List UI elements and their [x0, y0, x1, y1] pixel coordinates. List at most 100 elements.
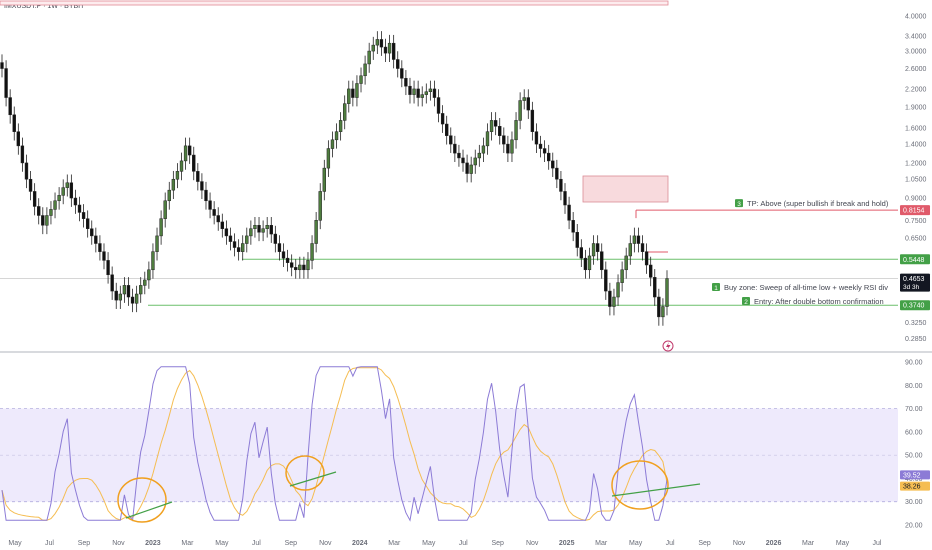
candle-body	[489, 120, 494, 132]
tp-price-tag-bg	[900, 205, 930, 216]
candle-body	[359, 75, 363, 84]
entry-price-tag-bg	[900, 300, 930, 311]
candle-body	[183, 145, 188, 162]
price-tick-label: 2.2000	[905, 86, 927, 93]
rsi-value-tag-bg	[900, 470, 930, 480]
candle-body	[563, 191, 567, 206]
candle-body	[314, 220, 318, 244]
price-tick-label: 0.7500	[905, 218, 927, 225]
tp-annotation-text: TP: Above (super bullish if break and ho…	[747, 199, 889, 208]
candle-body	[608, 290, 612, 307]
time-tick-label: 2026	[766, 540, 782, 547]
candle-body	[253, 225, 257, 229]
candle-body	[53, 200, 57, 210]
price-tick-label: 2.6000	[905, 66, 927, 73]
buy-annotation-text: Buy zone: Sweep of all-time low + weekly…	[724, 283, 888, 292]
candle-body	[232, 241, 237, 248]
divergence-ellipse	[117, 477, 167, 523]
candle-body	[200, 181, 204, 191]
time-tick-label: May	[836, 540, 850, 547]
candle-body	[485, 131, 490, 147]
time-tick-label: Sep	[78, 540, 91, 547]
rsi-tick-label: 20.00	[905, 523, 923, 530]
candle-body	[261, 228, 265, 233]
candle-body	[408, 85, 412, 95]
candle-body	[469, 164, 473, 174]
candle-body	[595, 243, 600, 252]
candle-body	[636, 235, 641, 244]
candle-body	[220, 221, 224, 229]
candle-body	[318, 191, 322, 221]
entry-annotation-text: Entry: After double bottom confirmation	[754, 297, 884, 306]
candle-body	[143, 279, 147, 286]
candle-body	[228, 235, 233, 242]
price-tick-label: 1.0500	[905, 177, 927, 184]
candle-body	[473, 157, 477, 166]
candle-body	[538, 143, 543, 149]
candle-body	[547, 152, 551, 162]
candle-body	[106, 260, 110, 276]
candle-body	[591, 243, 596, 257]
candle-body	[363, 63, 367, 77]
time-tick-label: Mar	[181, 540, 194, 547]
candle-body	[506, 143, 510, 154]
symbol-title: IMXUSDT.P · 1W · BYBIT	[4, 3, 85, 10]
rsi-ma-tag: 38.26	[903, 484, 921, 491]
time-tick-label: May	[8, 540, 22, 547]
candle-body	[224, 228, 229, 237]
time-tick-label: Sep	[698, 540, 711, 547]
rsi-trendline	[289, 471, 337, 487]
candle-body	[159, 218, 163, 237]
candle-body	[620, 269, 624, 283]
candle-body	[628, 243, 632, 257]
buy-annotation-num: 1	[714, 285, 718, 292]
tp-annotation-badge	[735, 199, 743, 208]
last-price-tag-bg	[900, 273, 930, 292]
candle-body	[587, 255, 592, 271]
lightning-bolt	[666, 342, 671, 351]
candle-body	[518, 100, 522, 121]
candle-body	[249, 228, 253, 237]
candle-body	[134, 293, 139, 304]
resistance-price-tag: 0.5448	[903, 257, 925, 264]
time-tick-label: Mar	[595, 540, 608, 547]
candle-body	[49, 209, 53, 216]
rsi-value-tag: 39.52	[903, 472, 921, 479]
candle-body	[302, 264, 306, 271]
candle-body	[396, 59, 400, 69]
candle-body	[0, 62, 4, 69]
rsi-ma-tag-bg	[900, 481, 930, 491]
price-tick-label: 1.2000	[905, 160, 927, 167]
candle-body	[167, 189, 171, 202]
top-red-zone	[0, 0, 669, 6]
candle-body	[212, 209, 216, 216]
candle-body	[155, 235, 159, 252]
candle-body	[130, 296, 135, 304]
rsi-tick-label: 50.00	[905, 453, 923, 460]
candle-body	[322, 167, 326, 192]
candle-body	[12, 114, 16, 132]
candle-body	[424, 91, 428, 95]
candle-body	[139, 285, 143, 295]
candle-body	[41, 215, 45, 226]
candle-body	[16, 131, 20, 147]
candle-body	[343, 103, 347, 121]
candle-body	[481, 145, 486, 154]
candle-body	[8, 97, 12, 116]
candle-body	[281, 251, 286, 259]
candle-body	[45, 215, 49, 226]
candle-body	[571, 220, 575, 233]
candle-body	[179, 160, 184, 172]
candle-body	[277, 243, 282, 252]
candle-body	[649, 264, 653, 278]
candle-body	[555, 167, 559, 180]
candle-body	[351, 88, 355, 98]
candle-body	[298, 264, 302, 271]
candle-body	[371, 44, 375, 52]
candle-body	[375, 39, 380, 46]
time-tick-label: Nov	[112, 540, 125, 547]
entry-annotation-badge	[742, 297, 750, 305]
time-tick-label: 2023	[145, 540, 161, 547]
rsi-tick-label: 70.00	[905, 406, 923, 413]
